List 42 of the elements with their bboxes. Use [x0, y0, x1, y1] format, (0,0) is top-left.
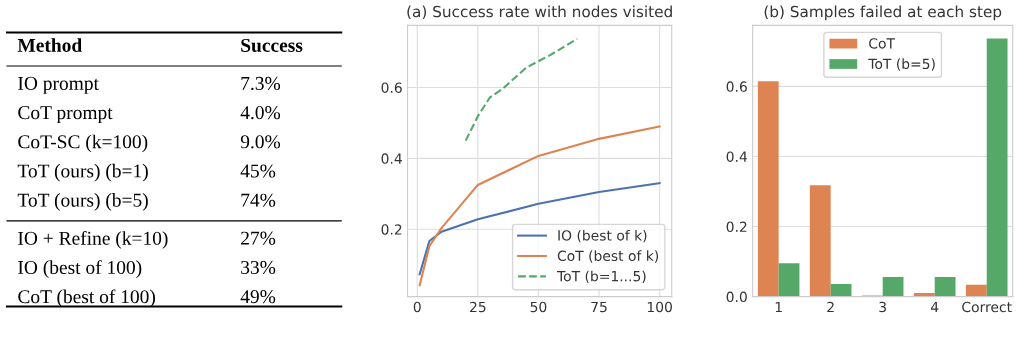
- text: 4.0%: [240, 106, 281, 120]
- y-tick-label: 0.4: [381, 153, 402, 164]
- text: IO prompt: [18, 76, 99, 94]
- legend-label: IO (best of k): [558, 229, 647, 243]
- x-tick-label: 75: [591, 301, 607, 313]
- y-tick-label: 0.6: [726, 81, 747, 92]
- text: 49%: [240, 290, 276, 304]
- text: 33%: [241, 260, 276, 275]
- y-tick-label: 0.2: [726, 221, 747, 233]
- x-tick-label: 3: [879, 301, 886, 313]
- legend-label: CoT (best of k): [557, 250, 659, 263]
- y-tick-label: 0.0: [726, 291, 747, 303]
- x-tick-label: 1: [775, 301, 782, 313]
- text: IO (best of 100): [18, 260, 142, 278]
- legend-label: ToT (b=5): [868, 58, 935, 71]
- x-tick-label: 4: [930, 301, 939, 313]
- x-tick-label: 25: [470, 301, 486, 313]
- y-tick-label: 0.4: [726, 151, 747, 162]
- x-tick-label: 100: [647, 301, 672, 313]
- text: ToT (ours) (b=1): [17, 163, 148, 182]
- x-tick-label: Correct: [962, 301, 1012, 313]
- text: Method: [17, 38, 82, 52]
- text: IO + Refine (k=10): [18, 230, 168, 249]
- text: CoT-SC (k=100): [18, 134, 148, 153]
- text: 27%: [241, 231, 276, 245]
- text: 45%: [240, 164, 276, 178]
- x-tick-label: 0: [413, 301, 421, 313]
- y-tick-label: 0.2: [381, 224, 402, 235]
- chart-title: (a) Success rate with nodes visited: [407, 5, 672, 20]
- text: CoT prompt: [18, 106, 113, 124]
- text: 74%: [241, 193, 276, 207]
- text: 9.0%: [240, 135, 281, 149]
- x-tick-label: 2: [827, 301, 834, 313]
- legend-label: ToT (b=1...5): [556, 270, 646, 284]
- y-tick-label: 0.6: [381, 82, 402, 93]
- text: CoT (best of 100): [18, 289, 155, 308]
- text: ToT (ours) (b=5): [17, 193, 148, 211]
- text: 7.3%: [241, 76, 281, 91]
- legend-label: CoT: [869, 38, 896, 49]
- x-tick-label: 50: [530, 301, 547, 313]
- text: Success: [241, 38, 303, 52]
- chart-title: (b) Samples failed at each step: [764, 5, 1002, 21]
